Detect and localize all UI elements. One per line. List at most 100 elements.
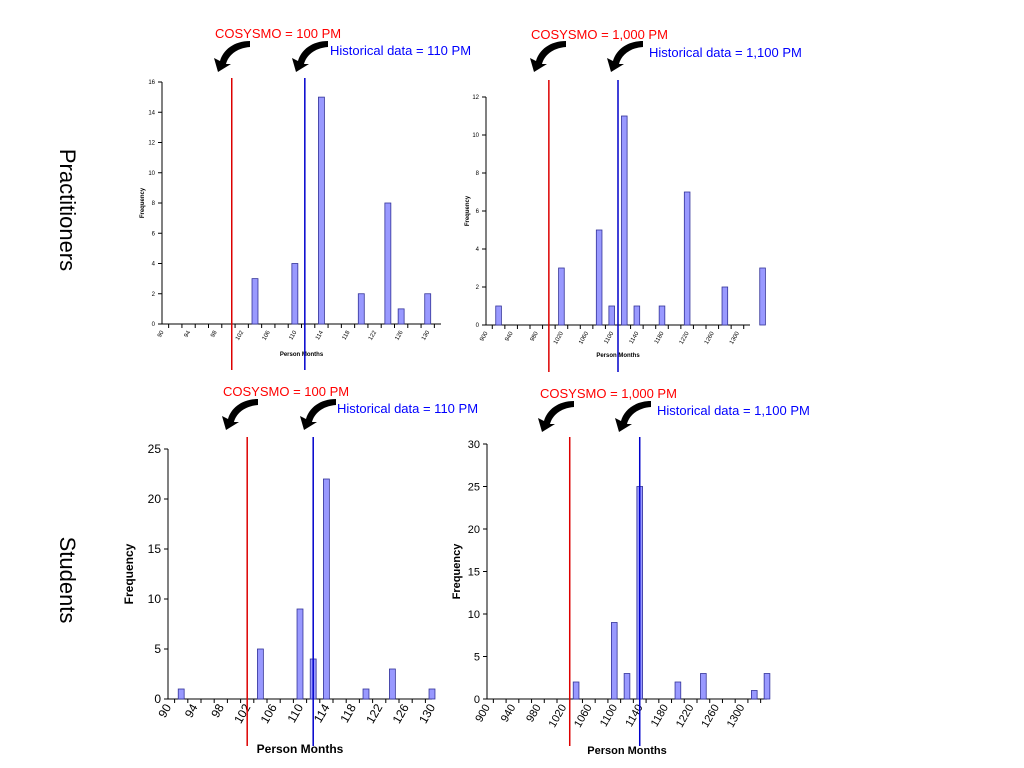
y-tick-label: 15 — [468, 566, 480, 578]
bar — [389, 668, 396, 700]
y-tick-label: 4 — [152, 262, 156, 268]
historical-annotation: Historical data = 110 PM — [330, 43, 471, 58]
x-tick-label: 1060 — [572, 703, 595, 730]
x-tick-label: 130 — [416, 701, 438, 726]
bar — [384, 202, 392, 325]
x-tick-label: 1140 — [629, 330, 641, 345]
x-tick-label: 110 — [285, 701, 307, 725]
x-tick-label: 118 — [342, 329, 352, 341]
historical-annotation: Historical data = 1,100 PM — [657, 403, 810, 418]
bar — [357, 293, 365, 325]
historical-annotation: Historical data = 110 PM — [337, 401, 478, 416]
bar — [397, 308, 405, 325]
curved-arrow-icon — [607, 41, 643, 72]
y-tick-label: 2 — [476, 285, 480, 291]
y-tick-label: 0 — [474, 694, 480, 706]
x-tick-label: 126 — [390, 701, 412, 726]
x-tick-label: 1140 — [623, 703, 645, 729]
x-tick-label: 90 — [157, 329, 166, 338]
bar — [608, 305, 615, 326]
cosysmo-annotation: COSYSMO = 100 PM — [215, 26, 341, 41]
curved-arrow-icon — [300, 399, 336, 430]
bar — [323, 478, 330, 700]
cosysmo-annotation: COSYSMO = 1,000 PM — [531, 27, 668, 42]
historical-annotation: Historical data = 1,100 PM — [649, 45, 802, 60]
y-tick-label: 8 — [152, 201, 156, 207]
y-tick-label: 6 — [476, 209, 480, 215]
bar — [700, 673, 707, 700]
x-axis-label: Person Months — [257, 742, 344, 756]
bar — [763, 673, 771, 700]
x-tick-label: 1180 — [654, 330, 666, 345]
x-tick-label: 114 — [315, 329, 325, 341]
x-tick-label: 1180 — [649, 703, 671, 729]
x-tick-label: 122 — [368, 329, 379, 341]
x-tick-label: 118 — [337, 701, 359, 725]
curved-arrow-icon — [615, 401, 651, 432]
x-tick-label: 1220 — [679, 330, 691, 345]
bar — [572, 681, 580, 700]
y-axis-label: Frequency — [465, 195, 471, 226]
y-tick-label: 0 — [152, 322, 156, 328]
x-axis-label: Person Months — [587, 745, 666, 757]
x-tick-label: 1260 — [704, 330, 716, 345]
y-tick-label: 5 — [474, 651, 480, 663]
x-tick-label: 130 — [421, 329, 432, 341]
curved-arrow-icon — [538, 401, 574, 432]
x-tick-label: 102 — [235, 329, 246, 341]
cosysmo-annotation: COSYSMO = 1,000 PM — [540, 386, 677, 401]
y-tick-label: 2 — [152, 292, 156, 298]
curved-arrow-icon — [292, 41, 328, 72]
bar — [759, 267, 766, 326]
histogram-chart-3: 0 5 10 15 20 25 90 94 98 102 106 110 114 118 122 126 130… — [122, 384, 478, 756]
x-tick-label: 90 — [155, 701, 174, 720]
y-axis-label: Frequency — [451, 543, 463, 600]
x-tick-label: 94 — [184, 329, 193, 338]
x-tick-label: 1300 — [725, 703, 748, 730]
x-axis-label: Person Months — [280, 352, 324, 358]
bar — [751, 690, 758, 700]
y-tick-label: 12 — [472, 95, 479, 101]
y-tick-label: 25 — [468, 481, 480, 493]
bar — [674, 681, 682, 700]
bar — [683, 191, 691, 326]
y-tick-label: 0 — [476, 323, 480, 329]
x-tick-label: 980 — [524, 703, 544, 725]
bar — [291, 263, 299, 325]
bar — [633, 305, 641, 326]
x-tick-label: 980 — [530, 330, 541, 342]
x-tick-label: 940 — [504, 330, 515, 342]
x-tick-label: 1260 — [699, 703, 722, 730]
y-tick-label: 6 — [152, 231, 156, 237]
x-tick-label: 1060 — [578, 330, 590, 345]
y-tick-label: 20 — [148, 492, 162, 506]
bar — [611, 622, 618, 700]
bar — [623, 673, 631, 700]
x-tick-label: 900 — [479, 330, 490, 342]
y-tick-label: 15 — [148, 542, 162, 556]
bar — [658, 305, 666, 326]
x-tick-label: 1300 — [729, 330, 741, 345]
bar — [318, 96, 325, 325]
y-tick-label: 25 — [148, 442, 162, 456]
bar — [721, 286, 729, 326]
y-tick-label: 16 — [148, 80, 155, 86]
x-tick-label: 122 — [363, 701, 385, 726]
x-tick-label: 110 — [288, 329, 298, 341]
bar — [495, 305, 502, 326]
histogram-chart-1: 0 2 4 6 8 10 12 14 16 90 94 98 102 106 110 114 118 122 126… — [140, 26, 471, 370]
bar — [558, 267, 565, 326]
y-axis-label: Frequency — [122, 543, 136, 604]
x-tick-label: 114 — [311, 701, 333, 725]
bar — [595, 229, 603, 326]
x-tick-label: 94 — [182, 701, 201, 720]
y-tick-label: 4 — [476, 247, 480, 253]
curved-arrow-icon — [530, 41, 566, 72]
bar — [251, 278, 259, 325]
x-tick-label: 1020 — [553, 330, 565, 345]
x-tick-label: 126 — [394, 329, 405, 341]
y-tick-label: 10 — [148, 592, 162, 606]
y-tick-label: 8 — [476, 171, 480, 177]
